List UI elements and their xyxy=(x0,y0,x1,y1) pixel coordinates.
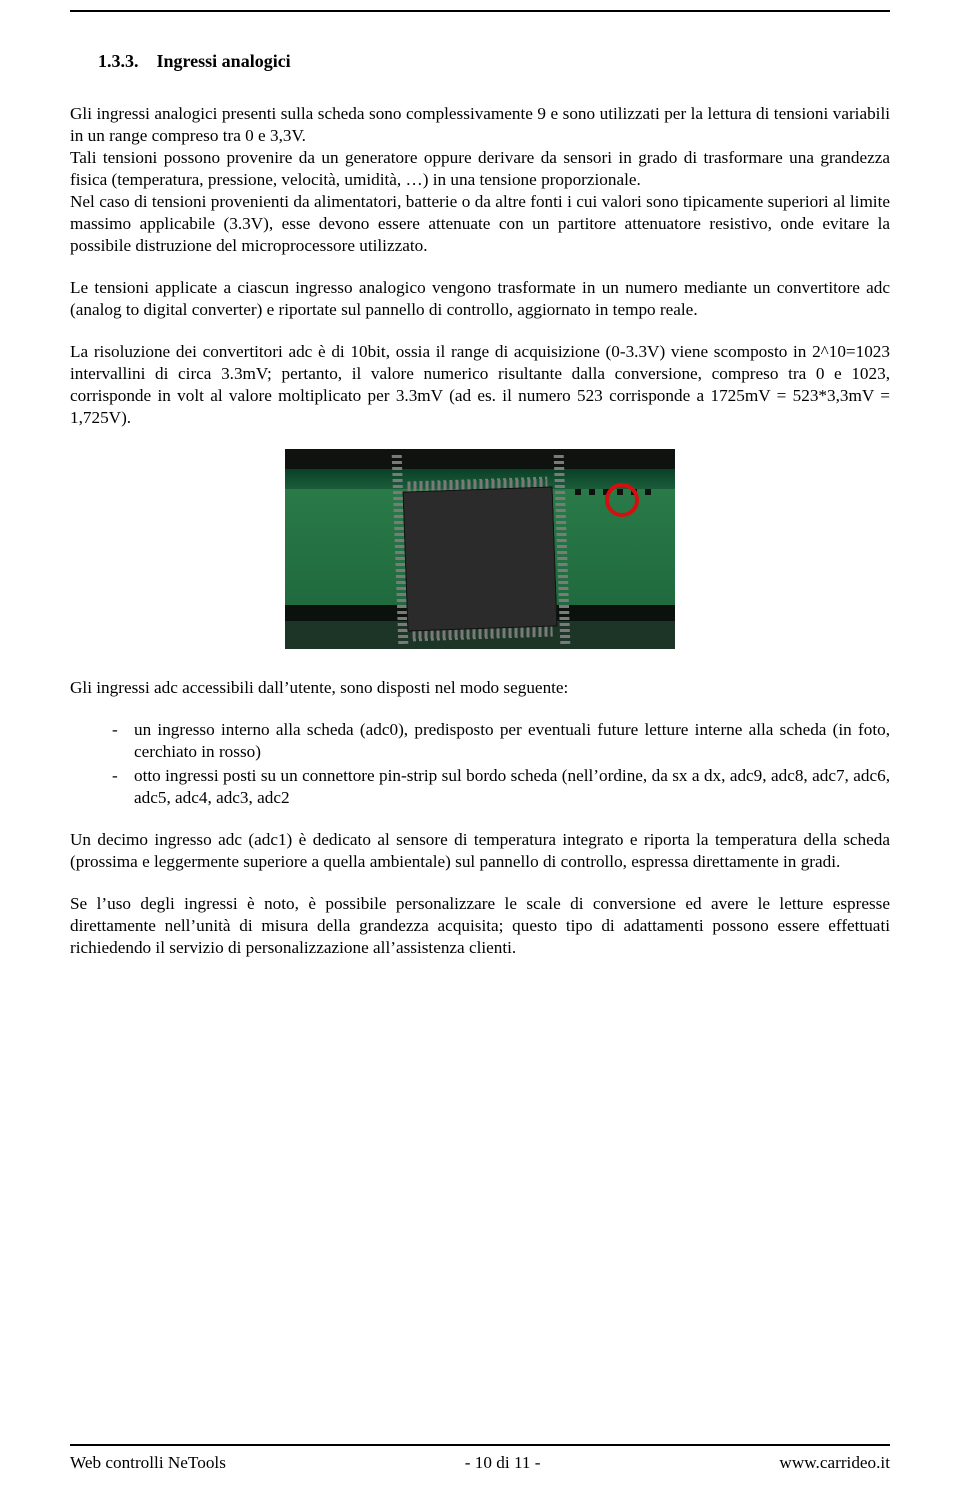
paragraph-1: Gli ingressi analogici presenti sulla sc… xyxy=(70,103,890,147)
top-rule xyxy=(70,10,890,12)
paragraph-8: Se l’uso degli ingressi è noto, è possib… xyxy=(70,893,890,959)
paragraph-6: Gli ingressi adc accessibili dall’utente… xyxy=(70,677,890,699)
section-heading: 1.3.3. Ingressi analogici xyxy=(98,50,890,73)
adc-inputs-list: un ingresso interno alla scheda (adc0), … xyxy=(70,719,890,809)
page-footer: Web controlli NeTools - 10 di 11 - www.c… xyxy=(70,1444,890,1474)
paragraph-3: Nel caso di tensioni provenienti da alim… xyxy=(70,191,890,257)
footer-rule xyxy=(70,1444,890,1446)
paragraph-2: Tali tensioni possono provenire da un ge… xyxy=(70,147,890,191)
paragraph-7: Un decimo ingresso adc (adc1) è dedicato… xyxy=(70,829,890,873)
pcb-photo xyxy=(285,449,675,649)
paragraph-5: La risoluzione dei convertitori adc è di… xyxy=(70,341,890,429)
microcontroller-chip xyxy=(403,487,558,632)
pcb-photo-container xyxy=(70,449,890,649)
heading-title: Ingressi analogici xyxy=(157,51,291,71)
footer-right: www.carrideo.it xyxy=(779,1452,890,1474)
annotation-circle xyxy=(605,483,639,517)
footer-row: Web controlli NeTools - 10 di 11 - www.c… xyxy=(70,1452,890,1474)
list-item: un ingresso interno alla scheda (adc0), … xyxy=(112,719,890,763)
list-item-text: un ingresso interno alla scheda (adc0), … xyxy=(134,720,890,761)
list-item-text: otto ingressi posti su un connettore pin… xyxy=(134,766,890,807)
list-item: otto ingressi posti su un connettore pin… xyxy=(112,765,890,809)
footer-center: - 10 di 11 - xyxy=(465,1452,541,1474)
footer-left: Web controlli NeTools xyxy=(70,1452,226,1474)
paragraph-4: Le tensioni applicate a ciascun ingresso… xyxy=(70,277,890,321)
heading-number: 1.3.3. xyxy=(98,51,139,71)
page: 1.3.3. Ingressi analogici Gli ingressi a… xyxy=(0,0,960,1486)
